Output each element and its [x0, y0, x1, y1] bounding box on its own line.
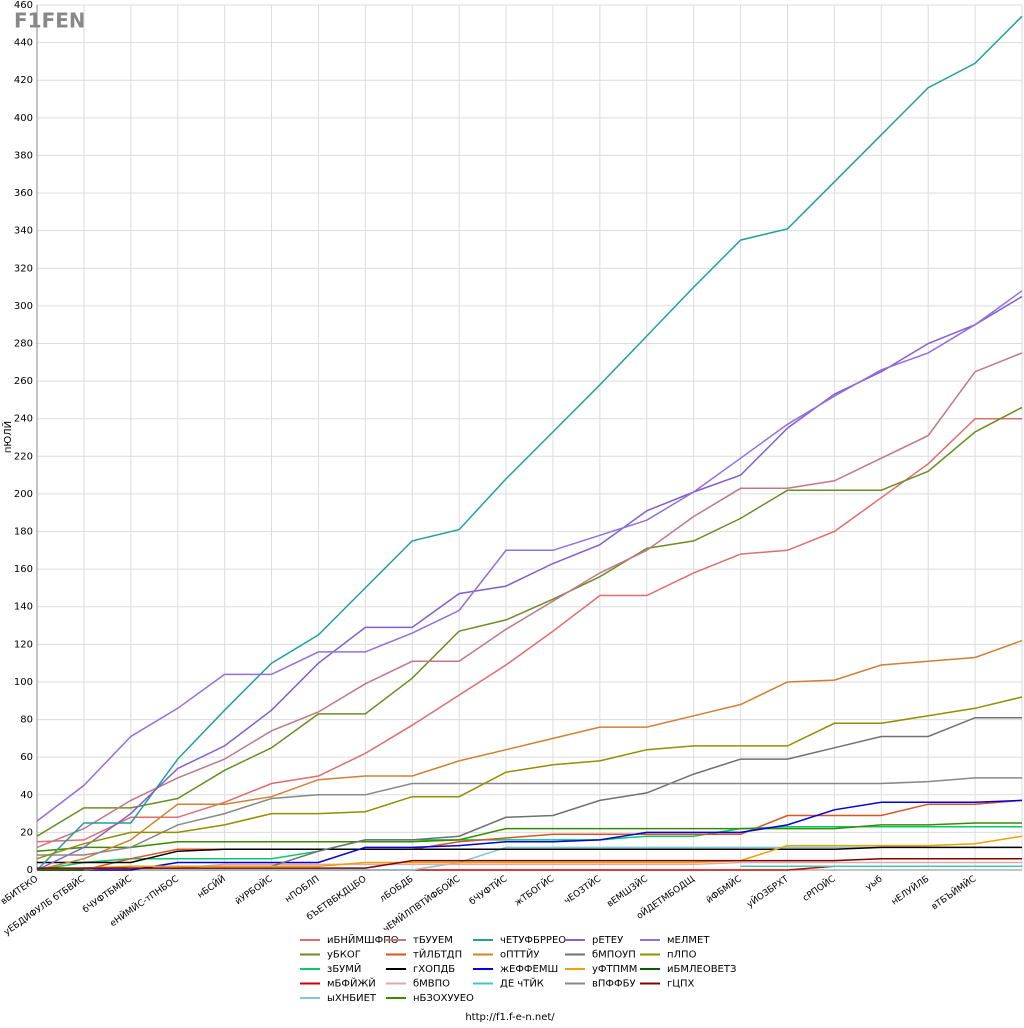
legend-label: ДЕ чТЙК: [500, 977, 544, 990]
y-tick-label: 340: [14, 226, 33, 237]
y-tick-label: 360: [14, 188, 33, 199]
y-tick-label: 140: [14, 602, 33, 613]
y-tick-label: 400: [14, 113, 33, 124]
legend-label: мБФЙЖЙ: [327, 977, 376, 990]
series-line: [37, 799, 1023, 871]
x-tick-label: нПОБЛП: [284, 874, 322, 905]
x-tick-label: чЕОЗТЙС: [561, 873, 603, 907]
legend-label: гХОПДБ: [413, 964, 455, 975]
x-tick-label: лБОБДБ: [378, 874, 415, 904]
series-line: [36, 822, 1022, 852]
legend-label: пЛПО: [667, 950, 697, 961]
x-tick-label: чЕМЙЛПВТЙФБОЙС: [380, 873, 462, 935]
y-tick-label: 20: [20, 827, 33, 838]
x-tick-label: нЕЛУЙЛБ: [889, 873, 932, 908]
x-tick-label: уЙОЗБРХТ: [744, 872, 791, 910]
legend-label: жЕФФЕМШ: [500, 964, 558, 975]
legend-label: уФТПММ: [592, 964, 637, 975]
y-tick-label: 320: [14, 263, 33, 274]
y-tick-label: 440: [14, 38, 33, 49]
legend-label: уБКОГ: [327, 950, 361, 961]
y-tick-label: 80: [20, 715, 33, 726]
legend-label: нБЗОХУУЕО: [413, 993, 474, 1004]
x-tick-label: вБИТЕКО: [0, 874, 40, 907]
x-tick-label: сРПОЙС: [800, 873, 837, 904]
footer: http://f1.f-e-n.net/: [465, 1012, 555, 1023]
x-tick-label: бЧУФТЙС: [467, 873, 509, 908]
legend-label: бМПОУП: [592, 950, 636, 961]
y-tick-label: 100: [14, 677, 33, 688]
x-tick-label: вЕМШЗЙС: [604, 873, 650, 910]
legend-label: рЕТЕУ: [592, 935, 623, 946]
series-line: [36, 406, 1023, 837]
x-tick-label: йУРБОЙС: [233, 873, 275, 908]
series-line: [37, 846, 1022, 864]
y-tick-label: 280: [14, 338, 33, 349]
series-line: [36, 696, 1023, 860]
legend-label: иБНЙМШФПО: [327, 933, 399, 946]
legend-label: гЦПХ: [667, 979, 695, 990]
y-axis-label: пЮЛЙ: [1, 421, 14, 453]
x-tick-label: йФБМЙС: [704, 873, 744, 906]
series-line: [37, 857, 1022, 869]
y-tick-label: 220: [14, 451, 33, 462]
legend-label: иБМЛЕОВЕТЗ: [667, 964, 736, 975]
series-line: [36, 290, 1023, 822]
legend-label: бМВПО: [413, 979, 450, 990]
series-line: [36, 352, 1023, 849]
y-tick-label: 120: [14, 639, 33, 650]
y-tick-label: 380: [14, 150, 33, 161]
y-tick-label: 460: [14, 0, 33, 11]
legend-label: ыХНБИЕТ: [327, 993, 377, 1004]
series-line: [36, 15, 1023, 871]
x-tick-label: нБСЙЙ: [195, 873, 228, 901]
y-tick-label: 420: [14, 75, 33, 86]
y-tick-label: 180: [14, 527, 33, 538]
y-tick-label: 260: [14, 376, 33, 387]
legend-label: вПФФБУ: [592, 979, 636, 990]
legend-label: чЕТУФБРРЕО: [500, 935, 566, 946]
legend-label: зБУМЙ: [327, 962, 361, 975]
x-tick-label: вТБЪЙМЙС: [929, 873, 978, 913]
y-tick-label: 40: [20, 790, 33, 801]
y-tick-label: 160: [14, 564, 33, 575]
series-line: [37, 846, 1022, 871]
legend-label: тЙЛБТДП: [413, 948, 462, 961]
series-line: [36, 835, 1023, 871]
y-tick-label: 60: [20, 752, 33, 763]
x-tick-label: уЕБДИФУЛБ бТБВЙС: [1, 873, 87, 938]
series-line: [37, 799, 1023, 871]
y-tick-label: 240: [14, 414, 33, 425]
x-tick-label: уыб: [864, 874, 885, 893]
legend-label: оПТТЙУ: [500, 948, 539, 961]
series-line: [36, 417, 1022, 843]
series-line: [37, 777, 1022, 856]
legend-label: мЕЛМЕТ: [667, 935, 710, 946]
series-line: [36, 639, 1023, 871]
y-tick-label: 200: [14, 489, 33, 500]
y-tick-label: 300: [14, 301, 33, 312]
logo: F1FEN: [14, 9, 86, 33]
x-tick-label: жТБОГЙС: [512, 873, 556, 909]
legend-label: тБУУЕМ: [413, 935, 453, 946]
y-tick-label: 0: [27, 865, 33, 876]
